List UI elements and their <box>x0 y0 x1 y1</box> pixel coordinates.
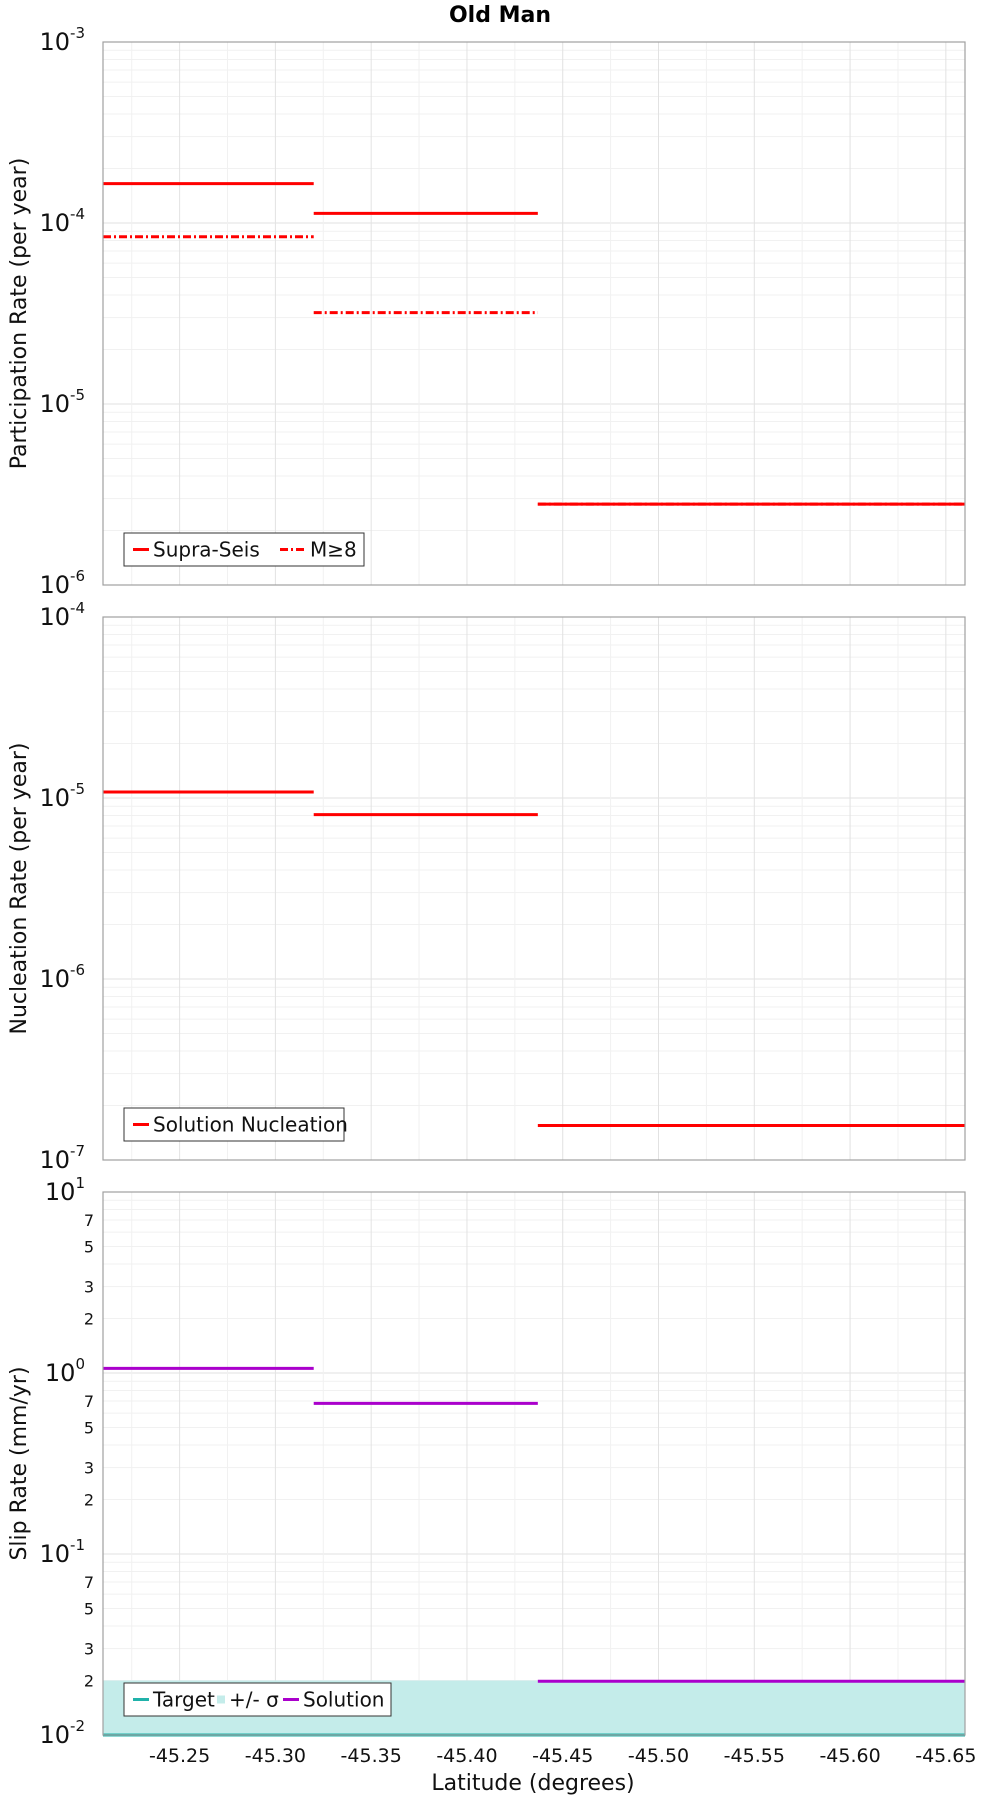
legend <box>123 532 365 567</box>
y-tick-label: 10-5 <box>39 386 85 418</box>
y-minor-tick-label: 5 <box>84 1418 94 1437</box>
x-tick-label: -45.35 <box>341 1745 402 1767</box>
plot-area <box>103 617 965 1160</box>
y-minor-tick-label: 7 <box>84 1392 94 1411</box>
legend-label: Target <box>152 1688 215 1712</box>
x-tick-label: -45.50 <box>628 1745 689 1767</box>
y-minor-tick-label: 3 <box>84 1640 94 1659</box>
y-minor-tick-label: 7 <box>84 1573 94 1592</box>
legend-swatch <box>217 1695 225 1704</box>
y-tick-label: 10-2 <box>39 1717 85 1749</box>
y-tick-label: 10-4 <box>39 205 85 237</box>
y-tick-label: 10-5 <box>39 780 85 812</box>
x-tick-label: -45.65 <box>915 1745 976 1767</box>
legend <box>123 1682 392 1717</box>
x-tick-label: -45.45 <box>532 1745 593 1767</box>
x-tick-label: -45.40 <box>436 1745 497 1767</box>
plot-frame <box>102 41 966 586</box>
x-tick-label: -45.55 <box>724 1745 785 1767</box>
y-tick-label: 100 <box>45 1355 85 1387</box>
plot-frame <box>102 616 966 1161</box>
y-minor-tick-label: 2 <box>84 1491 94 1510</box>
y-axis-label: Nucleation Rate (per year) <box>7 743 32 1035</box>
y-tick-label: 101 <box>45 1174 85 1206</box>
y-minor-tick-label: 2 <box>84 1672 94 1691</box>
panel-3: 10-2 10-1 100 101 2 3 5 7 2 3 5 7 2 3 5 7 Slip Rate (mm/… <box>7 1174 966 1749</box>
y-minor-tick-label: 7 <box>84 1211 94 1230</box>
panel-2: 10-7 10-6 10-5 10-4 Nucleation Rate (per yea… <box>7 599 966 1174</box>
y-axis-label: Slip Rate (mm/yr) <box>7 1366 32 1560</box>
x-tick-label: -45.25 <box>149 1745 210 1767</box>
y-minor-tick-label: 2 <box>84 1310 94 1329</box>
legend-label: Solution <box>303 1688 384 1712</box>
x-axis-label: Latitude (degrees) <box>431 1771 634 1796</box>
y-minor-tick-label: 3 <box>84 1459 94 1478</box>
panels-group: 10-6 10-5 10-4 10-3 Participation Rate (per … <box>7 24 976 1767</box>
legend-label: Solution Nucleation <box>153 1113 348 1137</box>
y-tick-label: 10-1 <box>39 1536 85 1568</box>
panel-1: 10-6 10-5 10-4 10-3 Participation Rate (per … <box>7 24 966 599</box>
legend-label: +/- σ <box>229 1688 279 1712</box>
x-tick-label: -45.60 <box>819 1745 880 1767</box>
y-minor-tick-label: 3 <box>84 1278 94 1297</box>
legend-label: M≥8 <box>310 538 357 562</box>
plot-area <box>103 1192 965 1735</box>
legend-label: Supra-Seis <box>153 538 260 562</box>
chart-title: Old Man <box>449 3 551 28</box>
y-tick-label: 10-6 <box>39 567 85 599</box>
x-tick-label: -45.30 <box>245 1745 306 1767</box>
plot-frame <box>102 1191 966 1736</box>
y-tick-label: 10-4 <box>39 599 85 631</box>
legend <box>123 1107 345 1142</box>
y-axis-label: Participation Rate (per year) <box>7 158 32 470</box>
y-minor-tick-label: 5 <box>84 1599 94 1618</box>
y-minor-tick-label: 5 <box>84 1237 94 1256</box>
y-tick-label: 10-7 <box>39 1142 85 1174</box>
y-tick-label: 10-3 <box>39 24 85 56</box>
y-tick-label: 10-6 <box>39 961 85 993</box>
